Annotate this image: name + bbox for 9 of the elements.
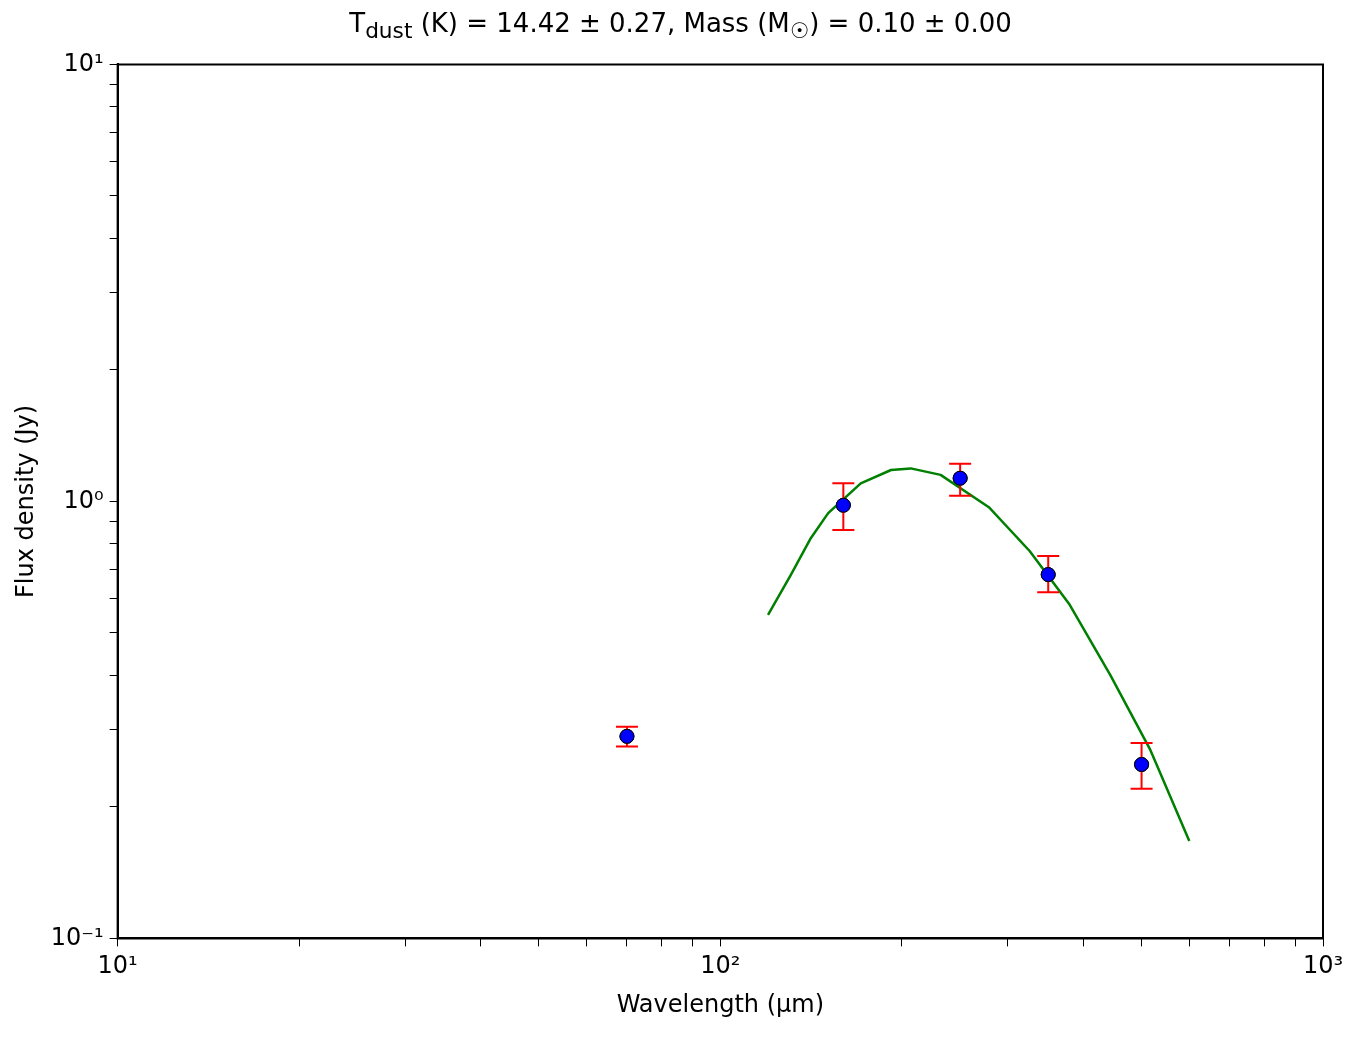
y-axis-title: Flux density (Jy): [10, 404, 39, 598]
x-axis-title: Wavelength (μm): [616, 989, 824, 1018]
x-tick-label: 10²: [700, 951, 741, 980]
y-tick-label: 10¹: [63, 48, 104, 77]
x-tick-label: 10³: [1302, 951, 1344, 980]
x-tick-label: 10¹: [97, 951, 138, 980]
chart-title: T$_{dust}$ (K) = 14.42 ± 0.27, Mass (M$_{☉}$) = 0.10 ± 0.00: [348, 8, 1013, 44]
y-tick-label: 10⁰: [63, 485, 104, 514]
y-tick-label: 10⁻¹: [50, 922, 104, 951]
